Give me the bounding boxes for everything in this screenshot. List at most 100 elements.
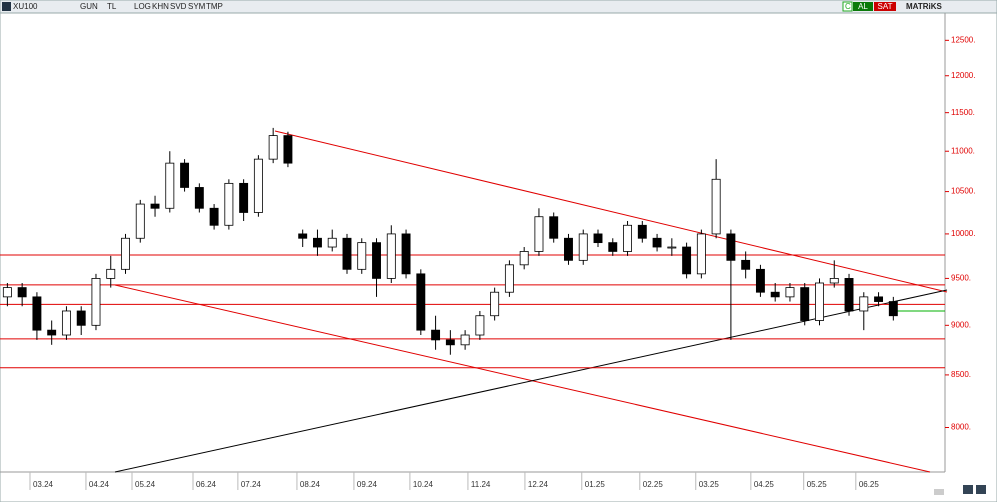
candle-body [445,339,455,346]
candle-body [667,246,677,249]
candle-body [401,233,411,275]
candle-body [106,268,116,279]
candle-body [593,233,603,244]
candle-body [829,278,839,284]
candle-body [357,242,367,270]
candle-body [770,291,780,298]
y-tick-label: 8500. [951,370,971,379]
candle-body [741,259,751,270]
candle-body [815,282,824,321]
candle-body [490,291,500,317]
candle-body [61,310,71,336]
trend-line [114,284,931,473]
candle-body [549,216,559,239]
toolbar-button[interactable]: SVD [170,2,187,11]
candle-body [475,315,485,336]
candle-body [135,203,145,239]
candle-body [283,135,293,164]
x-tick-label: 03.24 [33,480,54,489]
candle-body [32,296,42,331]
x-tick-label: 11.24 [471,480,491,489]
candle-body [564,237,573,261]
candle-body [386,233,396,279]
toolbar-button[interactable]: SYM [188,2,206,11]
candle-body [313,237,322,248]
x-tick-label: 04.25 [754,480,775,489]
candle-body [608,242,618,252]
buy-button[interactable] [853,2,873,11]
candle-body [150,203,160,209]
candle-body [711,178,721,235]
candle-body [859,296,869,312]
candle-body [194,187,204,209]
x-tick-label: 08.24 [300,480,321,489]
toolbar-button[interactable]: GUN [80,2,98,11]
candle-body [209,207,219,226]
candle-body [623,224,632,252]
candle-body [888,301,898,317]
candle-body [682,246,692,275]
candle-body [431,329,441,341]
candle-body [504,264,514,293]
candle-body [91,278,101,326]
candle-body [519,251,529,266]
candle-body [844,278,854,312]
toolbar [0,0,997,14]
candle-body [253,158,263,213]
candle-body [578,233,588,261]
y-tick-label: 10500. [951,187,975,196]
icon[interactable] [963,485,973,494]
candle-body [534,216,544,252]
sell-label: SAT [878,2,893,11]
scroll[interactable] [934,489,944,495]
candle-body [785,287,795,298]
x-tick-label: 04.24 [89,480,110,489]
x-tick-label: 06.25 [859,480,880,489]
candle-body [2,287,12,298]
candle-body [224,182,234,226]
x-tick-label: 06.24 [196,480,217,489]
candle-body [342,237,352,270]
logo [2,2,11,11]
toolbar-button[interactable]: TMP [206,2,223,11]
candle-body [460,334,470,346]
candle-body [755,268,765,293]
candle-body [76,310,86,326]
y-tick-label: 11000. [951,146,975,155]
x-tick-label: 01.25 [585,480,606,489]
trend-line [274,130,948,293]
candle-body [652,237,662,248]
candle-body [17,287,27,298]
toolbar-button[interactable]: KHN [152,2,169,11]
x-tick-label: 05.25 [807,480,828,489]
toolbar-button[interactable]: TL [107,2,117,11]
y-tick-label: 12500. [951,35,975,44]
x-tick-label: 09.24 [357,480,378,489]
sell-button[interactable] [874,2,896,11]
candle-body [726,233,736,261]
x-tick-label: 10.24 [413,480,434,489]
c-button[interactable] [842,1,853,12]
y-tick-label: 9000. [951,320,971,329]
candle-body [165,162,175,209]
candle-body [298,233,308,239]
y-tick-label: 11500. [951,108,975,117]
y-tick-label: 12000. [951,71,975,80]
x-tick-label: 03.25 [699,480,720,489]
y-tick-label: 8000. [951,423,971,432]
symbol[interactable]: XU100 [13,2,38,11]
candle-body [372,242,381,279]
buy-label: AL [858,2,868,11]
candle-body [239,182,249,213]
c-label: C [845,2,851,11]
candle-body [416,273,426,331]
x-tick-label: 07.24 [241,480,262,489]
toolbar-button[interactable]: LOG [134,2,151,11]
icon[interactable] [976,485,986,494]
y-tick-label: 10000. [951,229,975,238]
brand: MATRiKS [906,2,943,11]
x-tick-label: 02.25 [643,480,664,489]
candle-body [47,329,57,336]
candle-body [268,135,278,160]
